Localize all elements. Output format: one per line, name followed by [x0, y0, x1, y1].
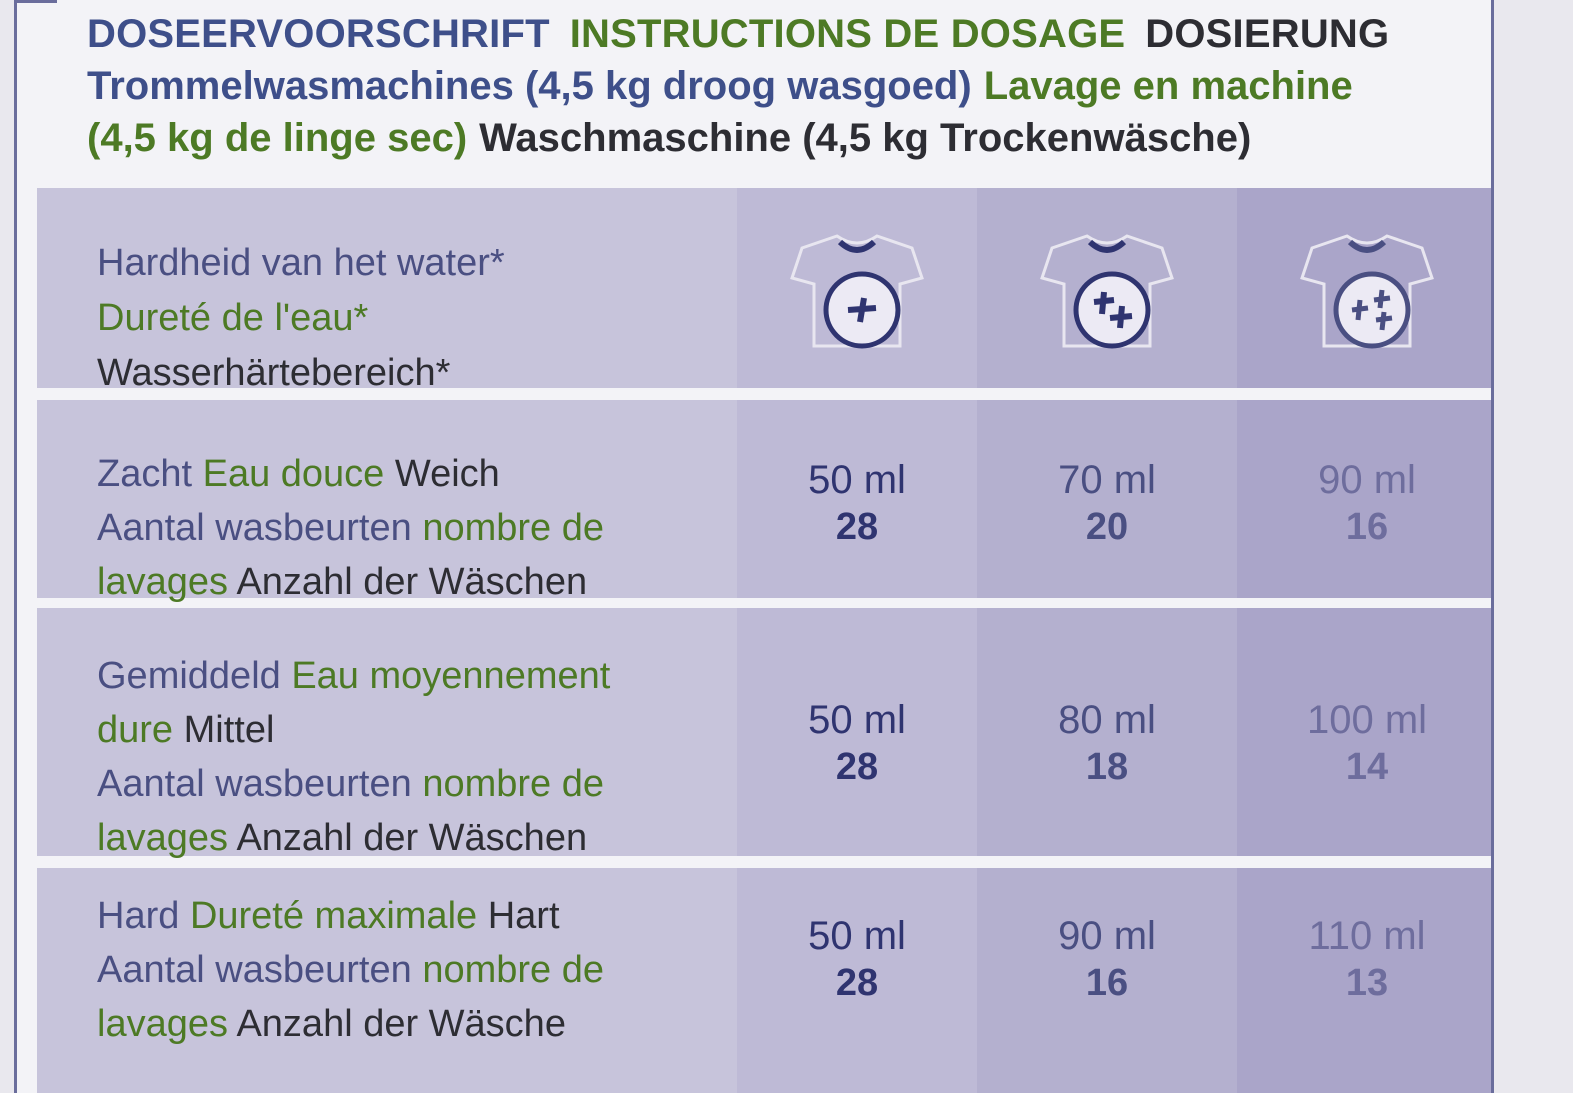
- dosage-label: DOSEERVOORSCHRIFT INSTRUCTIONS DE DOSAGE D…: [14, 0, 1494, 1093]
- normally-soiled-shirt-icon: [1040, 234, 1174, 349]
- header: DOSEERVOORSCHRIFT INSTRUCTIONS DE DOSAGE D…: [87, 14, 1447, 170]
- hardness-fr: Dureté maximale: [189, 895, 478, 937]
- washes-fr-a: nombre de: [422, 506, 604, 549]
- row-label-hard: Hard Dureté maximale Hart Aantal wasbeur…: [97, 890, 604, 1052]
- washes-fr-a: nombre de: [422, 948, 604, 991]
- subtitle-line-2: (4,5 kg de linge sec) Waschmaschine (4,5 …: [87, 118, 1447, 158]
- table-row-hard: Hard Dureté maximale Hart Aantal wasbeur…: [37, 868, 1491, 1093]
- washes-fr-a: nombre de: [422, 762, 604, 805]
- row-label-medium: Gemiddeld Eau moyennement dure Mittel Aa…: [97, 650, 610, 866]
- hardness-nl: Hard: [97, 895, 180, 937]
- subtitle-line-1: Trommelwasmachines (4,5 kg droog wasgoed…: [87, 66, 1447, 106]
- water-hardness-fr: Dureté de l'eau*: [97, 297, 369, 340]
- dosage-table: Hardheid van het water* Dureté de l'eau*…: [37, 188, 1491, 1093]
- wash-count: 13: [1345, 962, 1389, 1004]
- row-label-soft: Zacht Eau douce Weich Aantal wasbeurten …: [97, 448, 604, 610]
- washes-nl: Aantal wasbeurten: [97, 762, 412, 805]
- dose-cell: 110 ml 13: [1237, 912, 1491, 1008]
- dose-ml: 50 ml: [808, 458, 906, 502]
- wash-count: 16: [1085, 962, 1129, 1004]
- dose-ml: 50 ml: [808, 698, 906, 742]
- dose-cell: 50 ml 28: [737, 696, 977, 792]
- hardness-de: Weich: [394, 453, 500, 495]
- table-header-row: Hardheid van het water* Dureté de l'eau*…: [37, 188, 1491, 394]
- subtitle-fr-a: Lavage en machine: [983, 64, 1353, 108]
- dose-ml: 90 ml: [1318, 458, 1416, 502]
- washes-de: Anzahl der Wäschen: [236, 816, 588, 859]
- subtitle-fr-b: (4,5 kg de linge sec): [87, 116, 468, 160]
- wash-count: 28: [835, 746, 879, 788]
- wash-count: 28: [835, 962, 879, 1004]
- dose-cell: 80 ml 18: [977, 696, 1237, 792]
- wash-count: 20: [1085, 506, 1129, 548]
- washes-nl: Aantal wasbeurten: [97, 948, 412, 991]
- wash-count: 28: [835, 506, 879, 548]
- subtitle-de: Waschmaschine (4,5 kg Trockenwäsche): [479, 116, 1252, 160]
- hardness-nl: Zacht: [97, 453, 193, 495]
- washes-fr-b: lavages: [97, 560, 228, 603]
- dose-cell: 70 ml 20: [977, 456, 1237, 552]
- hardness-fr: Eau douce: [202, 453, 385, 495]
- dose-ml: 100 ml: [1306, 698, 1428, 742]
- washes-fr-b: lavages: [97, 816, 228, 859]
- dose-cell: 100 ml 14: [1237, 696, 1491, 792]
- title-de: DOSIERUNG: [1145, 12, 1390, 56]
- washes-de: Anzahl der Wäsche: [236, 1002, 566, 1045]
- dose-ml: 70 ml: [1058, 458, 1156, 502]
- washes-de: Anzahl der Wäschen: [236, 560, 588, 603]
- dose-cell: 90 ml 16: [977, 912, 1237, 1008]
- dose-ml: 110 ml: [1308, 914, 1426, 958]
- wash-count: 18: [1085, 746, 1129, 788]
- hardness-fr-a: Eau moyennement: [291, 655, 611, 697]
- water-hardness-heading: Hardheid van het water* Dureté de l'eau*…: [97, 236, 505, 401]
- dose-cell: 90 ml 16: [1237, 456, 1491, 552]
- dose-ml: 90 ml: [1058, 914, 1156, 958]
- lightly-soiled-shirt-icon: [790, 234, 924, 349]
- heavily-soiled-shirt-icon: [1300, 234, 1434, 349]
- dose-ml: 50 ml: [808, 914, 906, 958]
- title-fr: INSTRUCTIONS DE DOSAGE: [569, 12, 1126, 56]
- hardness-de: Mittel: [183, 708, 275, 751]
- wash-count: 16: [1345, 506, 1389, 548]
- hardness-nl: Gemiddeld: [97, 655, 281, 697]
- table-row-medium: Gemiddeld Eau moyennement dure Mittel Aa…: [37, 608, 1491, 859]
- washes-fr-b: lavages: [97, 1002, 228, 1045]
- dose-cell: 50 ml 28: [737, 912, 977, 1008]
- hardness-fr-b: dure: [97, 708, 174, 751]
- washes-nl: Aantal wasbeurten: [97, 506, 412, 549]
- water-hardness-nl: Hardheid van het water*: [97, 242, 505, 284]
- title-line: DOSEERVOORSCHRIFT INSTRUCTIONS DE DOSAGE D…: [87, 14, 1447, 54]
- dose-ml: 80 ml: [1058, 698, 1156, 742]
- water-hardness-de: Wasserhärtebereich*: [97, 352, 451, 395]
- title-nl: DOSEERVOORSCHRIFT: [87, 12, 550, 56]
- table-row-soft: Zacht Eau douce Weich Aantal wasbeurten …: [37, 400, 1491, 603]
- dose-cell: 50 ml 28: [737, 456, 977, 552]
- label-corner: [17, 0, 57, 40]
- subtitle-nl: Trommelwasmachines (4,5 kg droog wasgoed…: [87, 64, 972, 108]
- hardness-de: Hart: [487, 895, 560, 937]
- wash-count: 14: [1345, 746, 1389, 788]
